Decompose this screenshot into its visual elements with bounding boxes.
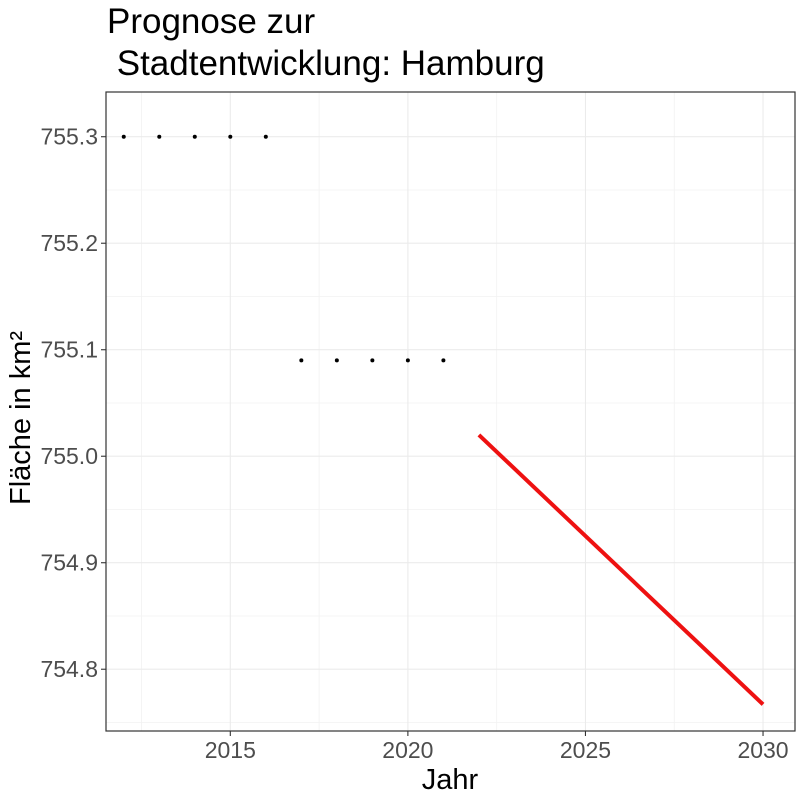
forecast-line — [477, 433, 765, 706]
x-axis-title: Jahr — [422, 764, 479, 796]
data-point — [441, 358, 446, 363]
data-point — [121, 134, 126, 139]
data-point — [334, 358, 339, 363]
chart-title-line-2: Stadtentwicklung: Hamburg — [107, 44, 545, 83]
x-tick-label: 2025 — [560, 737, 611, 763]
data-marks — [121, 134, 765, 706]
y-tick-label: 754.9 — [40, 550, 98, 576]
data-point — [228, 134, 233, 139]
x-axis: 2015 2020 2025 2030 — [205, 731, 789, 763]
data-point — [299, 358, 304, 363]
data-point — [263, 134, 268, 139]
chart-title-line-1: Prognose zur — [107, 2, 316, 41]
data-point — [370, 358, 375, 363]
data-point — [192, 134, 197, 139]
y-tick-label: 755.3 — [40, 124, 98, 150]
y-axis: 754.8 754.9 755.0 755.1 755.2 755.3 — [40, 124, 106, 682]
y-axis-title: Fläche in km² — [5, 331, 37, 505]
major-gridlines — [106, 92, 795, 731]
data-point — [157, 134, 162, 139]
y-tick-label: 755.1 — [40, 337, 98, 363]
y-tick-label: 755.0 — [40, 443, 98, 469]
x-tick-label: 2015 — [205, 737, 256, 763]
y-tick-label: 754.8 — [40, 656, 98, 682]
data-point — [405, 358, 410, 363]
y-tick-label: 755.2 — [40, 230, 98, 256]
panel-border — [105, 91, 796, 732]
minor-gridlines — [106, 92, 795, 731]
x-tick-label: 2030 — [737, 737, 788, 763]
x-tick-label: 2020 — [382, 737, 433, 763]
